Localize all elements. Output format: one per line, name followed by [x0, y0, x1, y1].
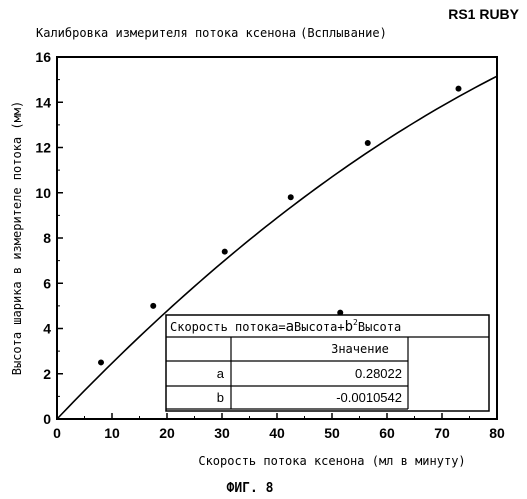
- fit-formula-b: b: [345, 319, 353, 335]
- fit-formula-suffix: Высота: [358, 320, 401, 334]
- fit-formula-prefix: Скорость потока=: [170, 320, 286, 334]
- y-tick-label: 0: [43, 411, 51, 427]
- y-axis-label: Высота шарика в измерителе потока (мм): [10, 101, 24, 376]
- fit-formula-a: a: [286, 319, 294, 335]
- x-tick-label: 20: [159, 425, 175, 441]
- fit-param-value: 0.28022: [355, 366, 402, 381]
- fit-param-label: a: [217, 366, 225, 381]
- fit-formula: Скорость потока=aВысота+b2Высота: [170, 318, 401, 335]
- fit-table: Скорость потока=aВысота+b2Высота Значени…: [166, 315, 489, 411]
- chart-title: Калибровка измерителя потока ксенона (Всп…: [36, 26, 387, 40]
- x-tick-label: 60: [379, 425, 395, 441]
- x-tick-label: 40: [269, 425, 285, 441]
- y-tick-label: 8: [43, 230, 51, 246]
- y-tick-label: 10: [35, 185, 51, 201]
- chart-tag: RS1 RUBY: [448, 6, 519, 22]
- fit-table-header: Значение: [331, 342, 389, 356]
- figure-caption: ФИГ. 8: [227, 481, 274, 496]
- x-tick-label: 30: [214, 425, 230, 441]
- y-tick-label: 14: [35, 94, 51, 110]
- y-tick-label: 4: [43, 321, 51, 337]
- data-point: [98, 359, 104, 365]
- x-axis-label: Скорость потока ксенона (мл в минуту): [198, 454, 465, 468]
- x-tick-label: 10: [104, 425, 120, 441]
- x-tick-label: 50: [324, 425, 340, 441]
- fit-formula-mid: Высота+: [294, 320, 345, 334]
- fit-param-label: b: [217, 390, 224, 405]
- x-tick-label: 80: [489, 425, 505, 441]
- data-point: [150, 303, 156, 309]
- y-tick-label: 2: [43, 366, 51, 382]
- x-tick-label: 0: [53, 425, 61, 441]
- data-point: [456, 86, 462, 92]
- data-point: [288, 194, 294, 200]
- y-tick-label: 12: [35, 140, 51, 156]
- y-tick-label: 6: [43, 275, 51, 291]
- data-point: [222, 249, 228, 255]
- x-tick-label: 70: [434, 425, 450, 441]
- chart-title-main: Калибровка измерителя потока ксенона: [36, 26, 296, 40]
- fit-param-value: -0.0010542: [336, 390, 402, 405]
- data-point: [365, 140, 371, 146]
- chart-title-suffix: (Всплывание): [300, 26, 387, 40]
- y-tick-label: 16: [35, 49, 51, 65]
